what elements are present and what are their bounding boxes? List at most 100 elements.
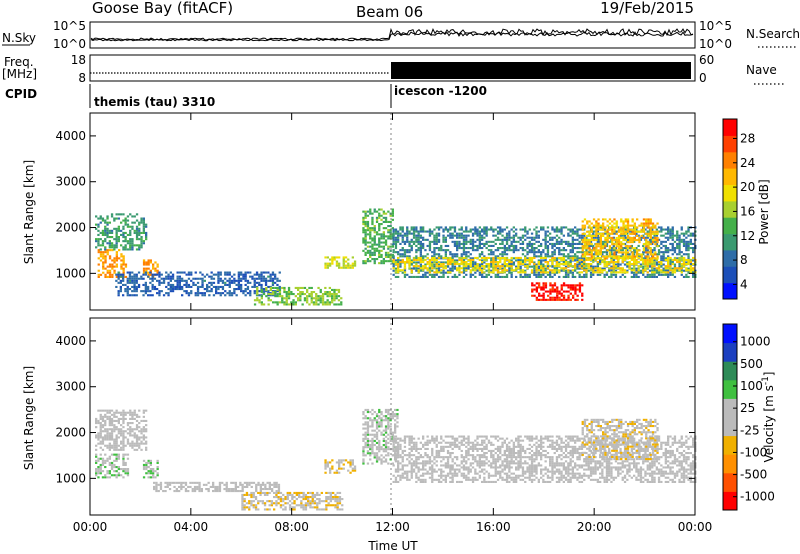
heatmap-cell: [682, 238, 686, 241]
heatmap-cell: [382, 258, 385, 261]
heatmap-cell: [95, 246, 98, 249]
heatmap-cell: [271, 273, 275, 276]
heatmap-cell: [501, 247, 504, 250]
heatmap-cell: [546, 226, 550, 229]
heatmap-cell: [401, 269, 404, 272]
heatmap-cell: [313, 493, 317, 496]
heatmap-cell: [608, 228, 612, 231]
heatmap-cell: [494, 269, 497, 272]
heatmap-cell: [551, 288, 554, 291]
heatmap-cell: [217, 288, 220, 291]
heatmap-cell: [333, 293, 336, 296]
heatmap-cell: [567, 232, 570, 235]
heatmap-cell: [419, 236, 422, 239]
heatmap-cell: [104, 227, 107, 230]
heatmap-cell: [537, 275, 540, 278]
heatmap-cell: [259, 500, 262, 503]
heatmap-cell: [168, 483, 172, 486]
heatmap-cell: [685, 269, 688, 272]
heatmap-cell: [553, 230, 556, 233]
heatmap-cell: [460, 258, 463, 261]
heatmap-cell: [140, 290, 143, 293]
heatmap-cell: [122, 426, 125, 429]
heatmap-cell: [435, 258, 438, 261]
heatmap-cell: [129, 411, 132, 414]
heatmap-cell: [415, 265, 418, 268]
heatmap-cell: [149, 277, 152, 280]
heatmap-cell: [651, 232, 655, 235]
heatmap-cell: [637, 275, 640, 278]
heatmap-cell: [651, 236, 654, 239]
heatmap-cell: [542, 273, 545, 276]
heatmap-cell: [553, 253, 556, 256]
heatmap-cell: [212, 294, 216, 297]
heatmap-cell: [298, 493, 301, 496]
heatmap-cell: [115, 259, 118, 262]
heatmap-cell: [321, 293, 325, 296]
heatmap-cell: [106, 229, 109, 232]
heatmap-cell: [642, 271, 645, 274]
heatmap-cell: [535, 265, 538, 268]
heatmap-cell: [595, 249, 598, 252]
heatmap-cell: [685, 240, 688, 243]
heatmap-cell: [685, 232, 688, 235]
heatmap-cell: [481, 263, 484, 266]
heatmap-cell: [252, 493, 255, 496]
heatmap-cell: [564, 263, 568, 266]
heatmap-cell: [433, 242, 436, 245]
heatmap-cell: [638, 241, 641, 244]
heatmap-cell: [108, 434, 111, 437]
heatmap-cell: [392, 265, 395, 268]
heatmap-cell: [542, 226, 545, 229]
heatmap-cell: [483, 228, 486, 231]
heatmap-cell: [431, 263, 434, 266]
heatmap-cell: [533, 247, 536, 250]
heatmap-cell: [135, 440, 139, 443]
heatmap-cell: [362, 231, 365, 234]
heatmap-cell: [138, 233, 141, 236]
heatmap-cell: [126, 428, 130, 431]
heatmap-cell: [99, 472, 102, 475]
heatmap-cell: [140, 277, 143, 280]
heatmap-cell: [263, 493, 267, 496]
heatmap-cell: [442, 230, 445, 233]
heatmap-cell: [299, 295, 302, 298]
heatmap-cell: [101, 440, 105, 443]
heatmap-cell: [106, 215, 109, 218]
heatmap-cell: [110, 444, 114, 447]
heatmap-cell: [313, 506, 317, 509]
noise-left-tick-bottom: 10^0: [53, 37, 86, 51]
heatmap-cell: [101, 231, 105, 234]
heatmap-cell: [471, 238, 475, 241]
heatmap-cell: [646, 267, 649, 270]
heatmap-cell: [394, 259, 398, 262]
heatmap-cell: [403, 251, 407, 254]
heatmap-cell: [176, 285, 179, 288]
heatmap-cell: [510, 273, 513, 276]
heatmap-cell: [108, 269, 112, 272]
heatmap-cell: [392, 236, 395, 239]
heatmap-cell: [597, 245, 600, 248]
heatmap-cell: [124, 436, 127, 439]
heatmap-cell: [391, 227, 394, 230]
heatmap-cell: [129, 213, 132, 216]
heatmap-cell: [364, 247, 367, 250]
velocity-heatmap: [95, 408, 697, 511]
heatmap-cell: [117, 430, 120, 433]
heatmap-cell: [685, 273, 688, 276]
heatmap-cell: [442, 265, 445, 268]
heatmap-cell: [169, 288, 172, 291]
heatmap-cell: [540, 228, 543, 231]
heatmap-cell: [517, 236, 520, 239]
heatmap-cell: [453, 244, 457, 247]
heatmap-cell: [595, 239, 598, 242]
heatmap-cell: [592, 271, 595, 274]
heatmap-cell: [576, 242, 579, 245]
heatmap-cell: [126, 457, 130, 460]
heatmap-cell: [567, 265, 570, 268]
heatmap-cell: [119, 285, 122, 288]
heatmap-cell: [113, 470, 116, 473]
heatmap-cell: [120, 253, 123, 256]
heatmap-cell: [617, 257, 621, 260]
